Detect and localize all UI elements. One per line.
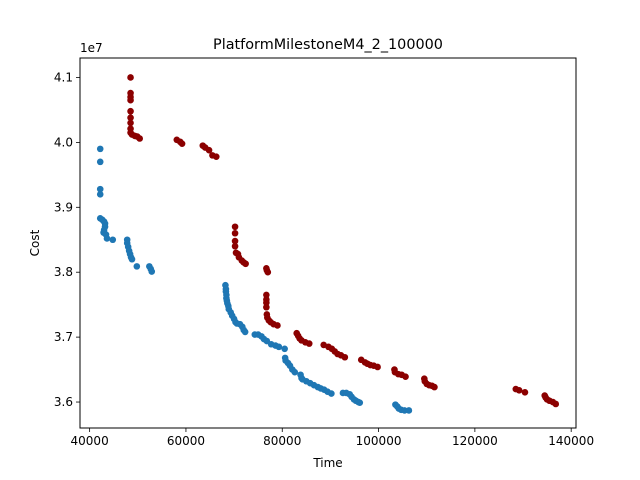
y-tick-label: 3.9 <box>54 200 73 214</box>
data-point <box>405 407 413 414</box>
data-point <box>148 268 156 275</box>
data-point <box>231 242 239 250</box>
y-axis-ticks: 3.6 3.7 3.8 3.9 4.0 4.1 <box>54 70 80 409</box>
data-point <box>127 96 134 104</box>
data-point <box>109 236 117 244</box>
data-point <box>552 400 560 408</box>
data-point <box>274 322 281 329</box>
x-tick-label: 60000 <box>167 434 205 448</box>
data-point <box>241 328 249 336</box>
data-point <box>291 368 299 376</box>
y-tick-label: 3.8 <box>54 265 73 279</box>
points-layer <box>96 74 560 414</box>
data-point <box>263 299 270 307</box>
data-point <box>212 153 220 160</box>
y-tick-label: 4.0 <box>54 135 73 149</box>
data-point <box>96 191 104 198</box>
data-point <box>127 74 134 81</box>
plot-frame <box>79 57 577 429</box>
data-point <box>133 263 141 270</box>
data-point <box>242 260 249 268</box>
data-point <box>128 255 136 263</box>
data-point <box>136 135 144 142</box>
chart-title: PlatformMilestoneM4_2_100000 <box>213 37 443 53</box>
x-tick-label: 40000 <box>71 434 109 448</box>
data-point <box>402 373 409 381</box>
data-point <box>263 291 270 299</box>
y-tick-label: 3.6 <box>54 395 73 409</box>
x-tick-label: 120000 <box>452 434 498 448</box>
data-point <box>205 146 213 154</box>
data-point <box>515 387 523 394</box>
y-tick-label: 4.1 <box>54 70 73 84</box>
data-point <box>275 343 283 351</box>
data-point <box>356 399 364 406</box>
data-point <box>521 389 529 396</box>
x-tick-label: 100000 <box>356 434 402 448</box>
data-point <box>328 390 335 397</box>
x-tick-label: 140000 <box>548 434 594 448</box>
y-axis-label: Cost <box>28 229 42 256</box>
data-point <box>264 268 272 276</box>
data-point <box>96 158 104 166</box>
data-point <box>374 363 381 371</box>
x-axis-label: Time <box>312 456 342 470</box>
data-point <box>231 223 239 231</box>
data-point <box>96 145 104 153</box>
data-point <box>431 383 438 391</box>
data-point <box>127 107 134 115</box>
data-point <box>231 229 239 237</box>
x-tick-label: 80000 <box>263 434 301 448</box>
y-axis-multiplier: 1e7 <box>80 41 103 55</box>
data-point <box>96 185 104 193</box>
x-axis-ticks: 40000 60000 80000 100000 120000 140000 <box>71 428 594 448</box>
y-tick-label: 3.7 <box>54 330 73 344</box>
data-point <box>231 237 239 245</box>
data-point <box>281 345 288 353</box>
data-point <box>305 340 313 347</box>
series-1 <box>127 74 560 408</box>
data-point <box>127 119 134 127</box>
series-0 <box>96 145 413 414</box>
data-point <box>263 303 270 311</box>
data-point <box>341 353 349 361</box>
data-point <box>178 140 186 147</box>
data-point <box>103 235 111 242</box>
data-point <box>127 114 134 122</box>
